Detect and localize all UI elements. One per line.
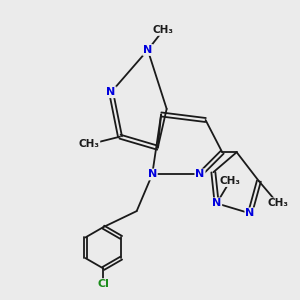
Text: N: N	[212, 198, 221, 208]
Text: CH₃: CH₃	[220, 176, 241, 186]
Text: N: N	[195, 169, 205, 179]
Text: N: N	[245, 208, 255, 218]
Text: CH₃: CH₃	[267, 198, 288, 208]
Text: N: N	[143, 45, 152, 55]
Text: CH₃: CH₃	[78, 140, 99, 149]
Text: CH₃: CH₃	[153, 25, 174, 35]
Text: N: N	[148, 169, 157, 179]
Text: Cl: Cl	[98, 279, 109, 289]
Text: N: N	[106, 87, 116, 97]
